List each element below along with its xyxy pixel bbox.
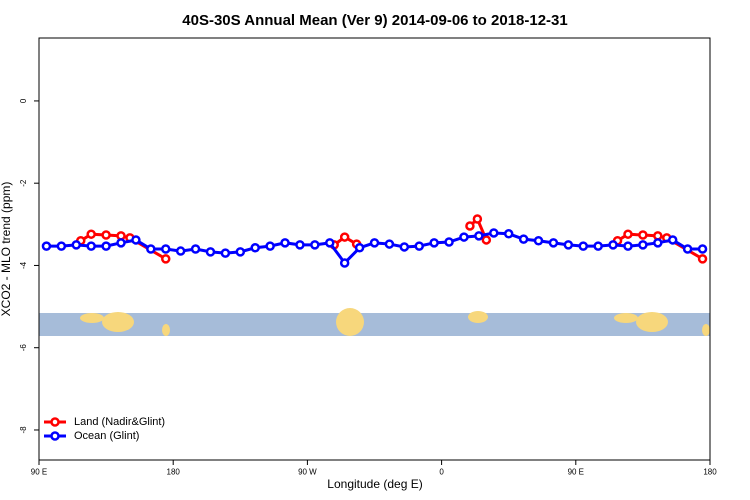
point (638, 240, 648, 250)
point (205, 247, 216, 257)
y-tick-label: -8 (19, 426, 28, 434)
point (623, 229, 633, 239)
point (41, 241, 52, 251)
point (429, 238, 439, 248)
point (548, 238, 559, 248)
point (414, 241, 424, 251)
point (146, 244, 156, 254)
point (459, 232, 469, 242)
legend-label: Land (Nadir&Glint) (74, 416, 165, 428)
chart-title: 40S-30S Annual Mean (Ver 9) 2014-09-06 t… (182, 12, 567, 29)
point (235, 247, 246, 257)
y-tick-label: 0 (19, 98, 28, 103)
legend-marker (50, 417, 60, 427)
point (474, 231, 484, 241)
point (220, 248, 231, 258)
point (667, 235, 678, 245)
x-axis-label: Longitude (deg E) (327, 477, 422, 491)
point (623, 241, 633, 251)
point (578, 241, 589, 251)
point (697, 244, 708, 254)
point (465, 221, 475, 231)
point (160, 244, 171, 254)
point (250, 243, 260, 253)
x-tick-label: 0 (439, 468, 444, 477)
point (160, 254, 171, 264)
point (175, 246, 186, 256)
point (71, 240, 82, 250)
point (325, 238, 335, 248)
point (265, 241, 275, 251)
point (489, 228, 499, 238)
point (444, 237, 454, 247)
point (86, 241, 96, 251)
legend-label: Ocean (Glint) (74, 430, 139, 442)
y-tick-label: -6 (19, 344, 28, 352)
point (101, 241, 111, 251)
point (56, 241, 67, 251)
legend-marker (50, 431, 60, 441)
point (593, 241, 603, 251)
point (638, 230, 648, 240)
point (310, 240, 320, 250)
point (339, 258, 350, 268)
point (472, 214, 483, 224)
point (384, 239, 395, 249)
point (608, 240, 618, 250)
point (399, 242, 410, 252)
point (682, 244, 693, 254)
point (101, 230, 111, 240)
series-line (79, 216, 704, 261)
point (295, 240, 305, 250)
point (369, 238, 380, 248)
x-tick-label: 180 (167, 468, 181, 477)
point (503, 229, 514, 239)
point (697, 254, 708, 264)
point (354, 243, 365, 253)
x-tick-label: 180 (703, 468, 717, 477)
x-tick-label: 90 E (568, 468, 584, 477)
map-strip (39, 308, 710, 336)
point (131, 235, 141, 245)
point (86, 229, 96, 239)
point (518, 234, 529, 244)
point (481, 235, 492, 245)
x-tick-label: 90 E (31, 468, 47, 477)
y-tick-label: -2 (19, 179, 28, 187)
point (339, 232, 350, 242)
point (533, 236, 544, 246)
point (116, 238, 126, 248)
point (563, 240, 574, 250)
x-tick-label: 90 W (298, 468, 317, 477)
y-tick-label: -4 (19, 261, 28, 269)
plot-frame (38, 37, 711, 461)
point (190, 244, 201, 254)
y-axis-label: XCO2 - MLO trend (ppm) (0, 182, 13, 317)
point (653, 238, 663, 248)
point (280, 238, 290, 248)
